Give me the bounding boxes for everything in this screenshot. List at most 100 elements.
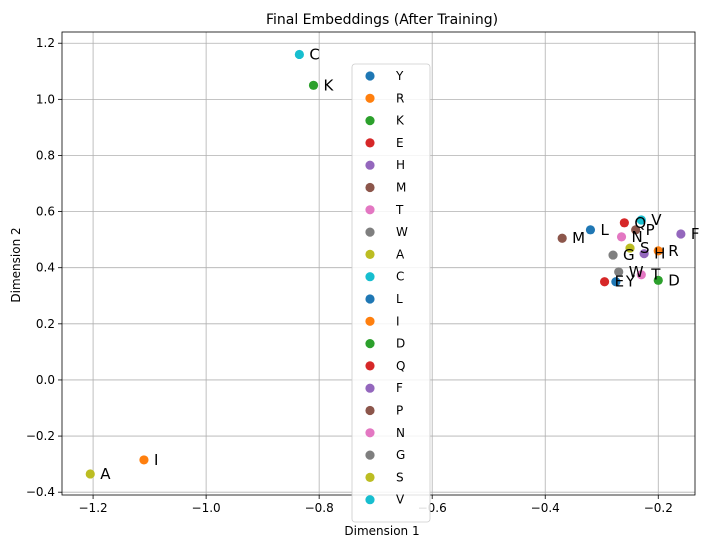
legend-marker-l	[365, 294, 375, 304]
point-label-q: Q	[634, 214, 646, 232]
legend-label-w: W	[396, 225, 408, 239]
legend-marker-d	[365, 339, 375, 349]
y-tick-label: 0.6	[36, 205, 55, 219]
legend-label-f: F	[396, 381, 403, 395]
point-n	[616, 232, 627, 242]
point-label-t: T	[650, 266, 661, 284]
x-tick-label: −0.8	[305, 501, 334, 515]
point-label-m: M	[572, 229, 585, 247]
x-tick-label: −1.0	[192, 501, 221, 515]
legend-marker-y	[365, 71, 375, 81]
point-label-s: S	[640, 239, 650, 257]
point-a	[85, 469, 95, 479]
y-tick-label: −0.2	[26, 429, 55, 443]
legend-marker-n	[365, 428, 375, 438]
point-w	[614, 267, 624, 277]
legend-label-s: S	[396, 470, 404, 484]
point-label-a: A	[100, 465, 111, 483]
legend-label-y: Y	[395, 69, 404, 83]
legend-marker-p	[365, 405, 375, 416]
point-label-i: I	[154, 451, 158, 469]
legend-label-h: H	[396, 158, 405, 172]
point-label-k: K	[324, 76, 335, 94]
legend-marker-r	[365, 93, 375, 103]
legend-label-r: R	[396, 91, 404, 105]
legend-marker-t	[365, 205, 375, 215]
point-g	[608, 250, 618, 260]
legend-marker-m	[365, 182, 375, 193]
legend-label-p: P	[396, 404, 403, 418]
point-d	[653, 275, 663, 285]
legend-marker-h	[365, 160, 375, 170]
legend-label-v: V	[396, 493, 405, 507]
point-r	[653, 246, 663, 256]
legend-box	[351, 63, 431, 523]
x-tick-label: −0.4	[531, 501, 560, 515]
point-y	[611, 277, 621, 287]
legend-label-g: G	[396, 448, 405, 462]
point-label-w: W	[629, 263, 644, 281]
point-k	[308, 80, 319, 90]
axis-ticks: −1.2 −1.0 −0.8 −0.6 −0.4 −0.2−0.4−0.20.00.20.…	[26, 36, 673, 515]
point-p	[631, 225, 641, 235]
point-h	[639, 249, 649, 259]
legend-label-a: A	[396, 247, 405, 261]
point-label-c: C	[309, 45, 319, 63]
point-label-v: V	[651, 211, 662, 229]
y-tick-label: 0.8	[36, 148, 55, 162]
legend-marker-c	[365, 272, 375, 282]
point-label-l: L	[600, 221, 609, 239]
legend-marker-s	[365, 472, 375, 482]
y-tick-label: 0.4	[36, 261, 55, 275]
point-label-y: Y	[625, 273, 636, 291]
x-axis-label: Dimension 1	[344, 524, 419, 538]
legend-label-d: D	[396, 337, 405, 351]
legend-label-t: T	[395, 203, 404, 217]
point-s	[625, 243, 635, 253]
legend-marker-w	[365, 227, 375, 237]
legend-label-c: C	[396, 270, 404, 284]
x-tick-label: −0.2	[644, 501, 673, 515]
legend-marker-k	[365, 116, 375, 126]
y-tick-label: 1.0	[36, 92, 55, 106]
legend-marker-v	[365, 495, 375, 505]
y-tick-label: 1.2	[36, 36, 55, 50]
y-tick-label: −0.4	[26, 485, 55, 499]
chart-title: Final Embeddings (After Training)	[266, 12, 498, 28]
legend-label-n: N	[396, 426, 405, 440]
point-q	[619, 218, 629, 228]
point-l	[585, 225, 596, 235]
legend-marker-g	[365, 450, 375, 460]
legend-label-q: Q	[396, 359, 405, 373]
legend-label-i: I	[396, 314, 400, 328]
point-label-p: P	[646, 221, 655, 239]
point-e	[599, 277, 610, 287]
legend-label-l: L	[396, 292, 403, 306]
legend-label-m: M	[396, 181, 406, 195]
legend-label-k: K	[396, 114, 405, 128]
legend-marker-f	[365, 383, 375, 393]
point-f	[676, 229, 686, 239]
legend-label-e: E	[396, 136, 404, 150]
point-v	[636, 215, 646, 225]
point-label-d: D	[668, 271, 680, 289]
x-tick-label: −1.2	[79, 501, 108, 515]
y-tick-label: 0.0	[36, 373, 55, 387]
legend-marker-a	[365, 249, 375, 259]
data-points	[85, 49, 686, 479]
point-label-e: E	[615, 273, 624, 291]
y-tick-label: 0.2	[36, 317, 55, 331]
point-label-n: N	[632, 228, 643, 246]
point-label-r: R	[668, 242, 678, 260]
point-label-h: H	[654, 245, 665, 263]
point-m	[557, 233, 567, 243]
point-t	[636, 270, 646, 280]
legend-marker-e	[365, 138, 375, 148]
legend-marker-i	[365, 316, 375, 326]
point-c	[294, 49, 304, 60]
point-i	[139, 455, 149, 465]
point-label-g: G	[623, 246, 635, 264]
